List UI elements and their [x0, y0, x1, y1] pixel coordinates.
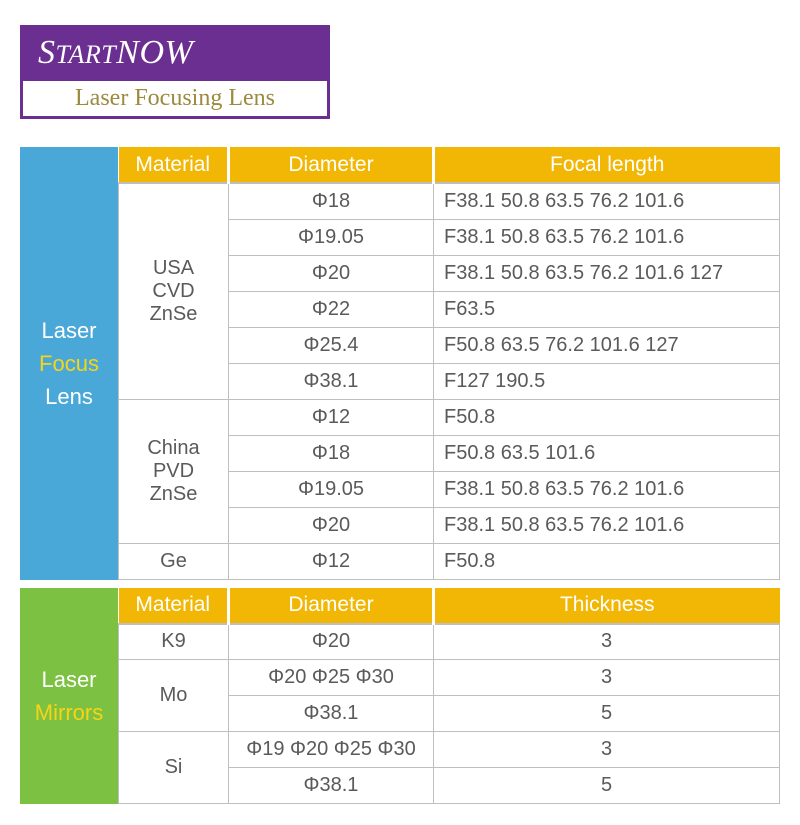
diameter-cell: Φ20 Φ25 Φ30	[229, 660, 434, 696]
value-cell: F63.5	[434, 291, 780, 327]
value-cell: F38.1 50.8 63.5 76.2 101.6	[434, 471, 780, 507]
value-cell: F50.8	[434, 399, 780, 435]
diameter-cell: Φ20	[229, 255, 434, 291]
table-header-row: Material Diameter Focal length	[119, 147, 780, 183]
col-header-diameter: Diameter	[229, 588, 434, 624]
diameter-cell: Φ18	[229, 183, 434, 219]
focus-lens-table: Material Diameter Focal length USACVDZnS…	[118, 147, 780, 580]
tables-container: Laser Focus Lens Material Diameter Focal…	[20, 147, 780, 804]
diameter-cell: Φ20	[229, 507, 434, 543]
table-row: K9Φ203	[119, 624, 780, 660]
value-cell: F127 190.5	[434, 363, 780, 399]
col-header-diameter: Diameter	[229, 147, 434, 183]
material-cell: ChinaPVDZnSe	[119, 399, 229, 543]
diameter-cell: Φ19.05	[229, 471, 434, 507]
mirrors-block: Laser Mirrors Material Diameter Thicknes…	[20, 588, 780, 805]
diameter-cell: Φ19.05	[229, 219, 434, 255]
side-line: Mirrors	[35, 696, 103, 729]
side-line: Laser	[41, 314, 96, 347]
diameter-cell: Φ12	[229, 543, 434, 579]
table-row: GeΦ12F50.8	[119, 543, 780, 579]
table-row: MoΦ20 Φ25 Φ303	[119, 660, 780, 696]
value-cell: F38.1 50.8 63.5 76.2 101.6 127	[434, 255, 780, 291]
col-header-material: Material	[119, 147, 229, 183]
mirrors-table: Material Diameter Thickness K9Φ203MoΦ20 …	[118, 588, 780, 805]
material-cell: Ge	[119, 543, 229, 579]
logo-top-bar: STARTNOW	[20, 25, 330, 81]
value-cell: 5	[434, 696, 780, 732]
table-row: ChinaPVDZnSeΦ12F50.8	[119, 399, 780, 435]
value-cell: 3	[434, 660, 780, 696]
focus-lens-side-label: Laser Focus Lens	[20, 147, 118, 580]
value-cell: F38.1 50.8 63.5 76.2 101.6	[434, 183, 780, 219]
table-row: USACVDZnSeΦ18F38.1 50.8 63.5 76.2 101.6	[119, 183, 780, 219]
material-cell: Si	[119, 732, 229, 804]
col-header-focal: Focal length	[434, 147, 780, 183]
material-cell: Mo	[119, 660, 229, 732]
diameter-cell: Φ22	[229, 291, 434, 327]
brand-logo: STARTNOW Laser Focusing Lens	[20, 25, 330, 119]
logo-subtitle-bar: Laser Focusing Lens	[20, 81, 330, 119]
diameter-cell: Φ38.1	[229, 768, 434, 804]
diameter-cell: Φ38.1	[229, 696, 434, 732]
value-cell: F50.8 63.5 101.6	[434, 435, 780, 471]
diameter-cell: Φ12	[229, 399, 434, 435]
mirrors-side-label: Laser Mirrors	[20, 588, 118, 805]
value-cell: F38.1 50.8 63.5 76.2 101.6	[434, 219, 780, 255]
material-cell: K9	[119, 624, 229, 660]
col-header-material: Material	[119, 588, 229, 624]
value-cell: F50.8 63.5 76.2 101.6 127	[434, 327, 780, 363]
table-header-row: Material Diameter Thickness	[119, 588, 780, 624]
value-cell: 3	[434, 732, 780, 768]
value-cell: 3	[434, 624, 780, 660]
brand-name: STARTNOW	[38, 34, 193, 72]
focus-lens-block: Laser Focus Lens Material Diameter Focal…	[20, 147, 780, 580]
value-cell: 5	[434, 768, 780, 804]
side-line: Laser	[41, 663, 96, 696]
side-line: Focus	[39, 347, 99, 380]
diameter-cell: Φ19 Φ20 Φ25 Φ30	[229, 732, 434, 768]
col-header-thickness: Thickness	[434, 588, 780, 624]
side-line: Lens	[45, 380, 93, 413]
diameter-cell: Φ38.1	[229, 363, 434, 399]
value-cell: F50.8	[434, 543, 780, 579]
table-row: SiΦ19 Φ20 Φ25 Φ303	[119, 732, 780, 768]
value-cell: F38.1 50.8 63.5 76.2 101.6	[434, 507, 780, 543]
diameter-cell: Φ25.4	[229, 327, 434, 363]
logo-subtitle: Laser Focusing Lens	[75, 85, 275, 112]
diameter-cell: Φ18	[229, 435, 434, 471]
material-cell: USACVDZnSe	[119, 183, 229, 399]
diameter-cell: Φ20	[229, 624, 434, 660]
